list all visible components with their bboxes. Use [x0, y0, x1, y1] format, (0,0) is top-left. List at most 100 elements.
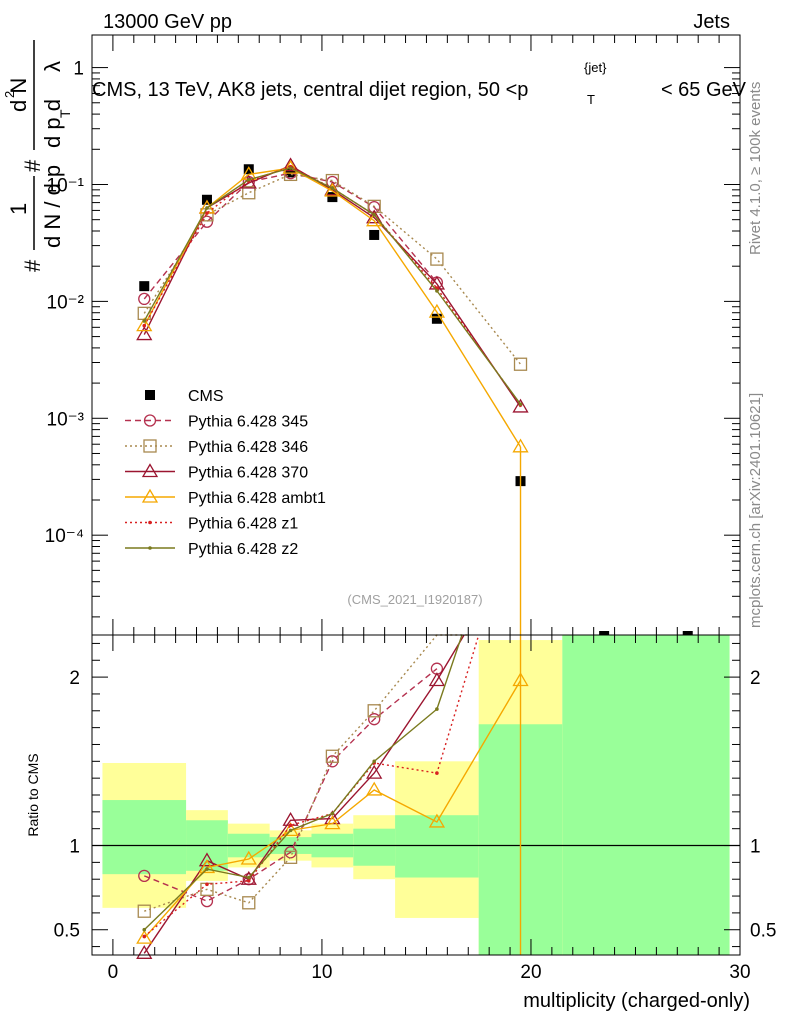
header-right: Jets [693, 11, 730, 33]
ratio-series-3-point-4 [324, 815, 341, 830]
legend-label-3: Pythia 6.428 370 [188, 465, 308, 482]
plot-title: CMS, 13 TeV, AK8 jets, central dijet reg… [92, 60, 747, 107]
header-left: 13000 GeV pp [103, 11, 232, 33]
ratio-series-2-point-6 [428, 672, 446, 687]
y-tick-label-1: 10⁻¹ [47, 175, 85, 196]
main-series-5-point-1 [205, 211, 209, 215]
main-series-3-point-7 [512, 398, 529, 413]
ratio-series-0-point-5 [368, 713, 381, 726]
ratio-series-1-point-0 [137, 904, 151, 918]
main-series-1-point-1 [200, 215, 214, 228]
ratio-y-axis-label: Ratio to CMS [25, 753, 41, 836]
x-tick-label-20: 20 [520, 962, 541, 983]
main-series-6-point-6 [435, 289, 439, 293]
x-axis-label: multiplicity (charged-only) [523, 990, 750, 1012]
y-label-d2n: d N [6, 78, 31, 112]
main-series-3-point-3 [282, 157, 299, 172]
main-series-3-point-5 [366, 209, 383, 224]
ratio-series-4-point-0 [142, 934, 147, 939]
legend-label-5: Pythia 6.428 z1 [188, 516, 298, 533]
main-y-axis-label: # d N / d p 1 # d p d T λ d N 2 [2, 40, 73, 272]
stat-uncertainty-band-5 [353, 828, 396, 866]
ratio-series-3-point-1 [198, 859, 216, 874]
ratio-series-0-point-1 [200, 894, 214, 908]
legend-label-6: Pythia 6.428 z2 [188, 541, 298, 558]
main-series-6-point-2 [246, 177, 251, 182]
main-series-3-point-0 [136, 326, 153, 341]
main-series-6-point-0 [142, 319, 147, 323]
watermark: (CMS_2021_I1920187) [347, 592, 482, 607]
ratio-series-2-point-5 [366, 764, 383, 779]
ratio-series-5-point-3 [288, 828, 293, 833]
ratio-y-tick-label-right-0: 0.5 [750, 921, 776, 942]
main-series-4-point-3 [282, 159, 299, 174]
ratio-y-tick-label-left-2: 2 [69, 668, 80, 689]
ratio-series-line-0 [143, 668, 438, 902]
plot-title-main: CMS, 13 TeV, AK8 jets, central dijet reg… [92, 79, 528, 101]
legend-marker-4 [141, 488, 159, 503]
y-label-dn-dpt: d N / d p [40, 165, 65, 248]
ratio-series-2-point-2 [240, 870, 257, 885]
main-series-4-point-0 [136, 317, 153, 332]
rivet-label: Rivet 4.1.0, ≥ 100k events [747, 82, 764, 255]
ratio-series-4-point-1 [205, 882, 209, 887]
y-tick-label-0: 1 [73, 59, 84, 80]
ratio-series-1-point-4 [325, 749, 340, 763]
stat-uncertainty-band-6 [395, 815, 479, 878]
y-label-one: 1 [6, 203, 31, 215]
y-tick-label-3: 10⁻³ [47, 409, 85, 430]
main-series-line-5 [143, 165, 522, 406]
ratio-series-5-point-4 [330, 811, 335, 816]
main-series-line-2 [143, 173, 522, 365]
plot-title-tail: < 65 GeV [661, 79, 747, 101]
legend-marker-5 [148, 520, 152, 525]
y-label-hash-1: # [20, 259, 45, 272]
ratio-series-line-4 [143, 634, 480, 938]
ratio-series-0-point-0 [138, 869, 151, 882]
y-label-hash-2: # [20, 159, 45, 172]
ratio-series-3-point-0 [136, 929, 153, 944]
main-series-2-point-5 [367, 199, 381, 214]
main-panel-series [136, 157, 693, 635]
main-series-4-point-6 [428, 303, 446, 318]
legend-label-0: CMS [188, 388, 224, 405]
ratio-panel-series [136, 634, 529, 959]
main-series-line-6 [143, 167, 522, 405]
legend-marker-1 [143, 414, 157, 427]
main-series-line-4 [143, 167, 522, 448]
y-label-sup-2: 2 [2, 91, 17, 98]
main-series-0-point-4 [327, 192, 338, 203]
legend-label-2: Pythia 6.428 346 [188, 439, 308, 456]
legend-marker-3 [141, 463, 159, 478]
legend-label-4: Pythia 6.428 ambt1 [188, 490, 326, 507]
cms-point-clipped-1 [599, 631, 610, 635]
main-series-2-point-2 [242, 186, 256, 200]
ratio-series-5-point-1 [205, 867, 209, 871]
mcplots-label: mcplots.cern.ch [arXiv:2401.10621] [747, 393, 764, 628]
main-series-1-point-0 [138, 292, 151, 306]
main-series-6-point-7 [518, 402, 523, 406]
x-tick-label-10: 10 [311, 962, 332, 983]
ratio-series-line-2 [143, 634, 465, 954]
plot-title-sup: {jet} [584, 60, 607, 75]
main-series-0-point-3 [285, 167, 296, 178]
y-label-lambda: λ [40, 61, 65, 72]
main-series-2-point-6 [430, 252, 444, 266]
y-tick-label-2: 10⁻² [47, 292, 85, 313]
x-tick-label-30: 30 [729, 962, 750, 983]
legend-marker-6 [148, 546, 152, 550]
ratio-y-tick-label-right-1: 1 [750, 837, 761, 858]
main-series-2-point-7 [513, 357, 528, 371]
cms-point-clipped-2 [682, 631, 693, 635]
main-series-5-point-0 [142, 323, 147, 328]
stat-uncertainty-band-8 [562, 635, 730, 955]
main-series-0-point-5 [369, 229, 380, 240]
main-series-0-point-0 [139, 281, 150, 292]
main-series-0-point-2 [243, 164, 254, 175]
y-tick-label-4: 10⁻⁴ [45, 526, 84, 547]
main-panel-ticks: 1 10⁻¹ 10⁻² 10⁻³ 10⁻⁴ [45, 35, 741, 635]
ratio-panel-frame [91, 634, 741, 956]
main-series-6-point-1 [205, 206, 209, 210]
ratio-series-1-point-5 [367, 704, 381, 718]
